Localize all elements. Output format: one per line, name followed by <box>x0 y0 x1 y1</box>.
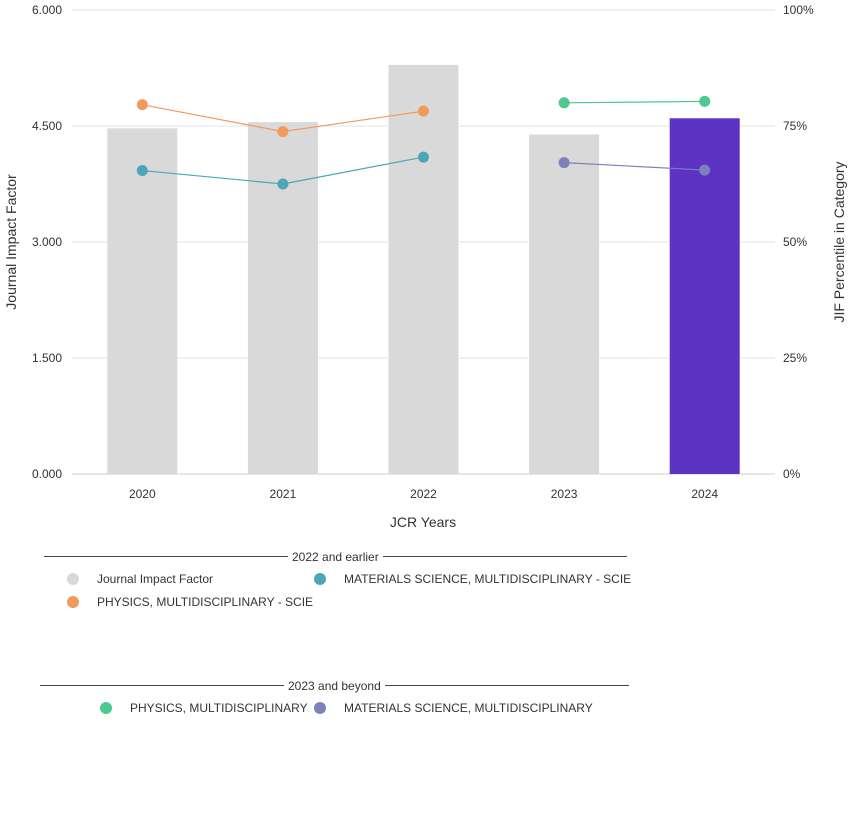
bar-2020[interactable] <box>107 128 178 474</box>
legend-header-2023-and-beyond: 2023 and beyond <box>40 678 629 693</box>
y-tick-label: 6.000 <box>32 3 62 17</box>
y2-axis-title: JIF Percentile in Category <box>831 161 847 322</box>
y-tick-label: 3.000 <box>32 235 62 249</box>
x-tick-label: 2023 <box>551 487 578 501</box>
x-tick-label: 2022 <box>410 487 437 501</box>
legend-dot-icon <box>100 702 112 714</box>
y-tick-label: 1.500 <box>32 351 62 365</box>
point-series-0-2020[interactable] <box>136 99 148 111</box>
legend-dot-icon <box>67 596 79 608</box>
point-series-3-2023[interactable] <box>558 157 570 169</box>
legend-label: Journal Impact Factor <box>97 572 214 586</box>
legend-header-2022-and-earlier: 2022 and earlier <box>44 549 627 564</box>
series-line-3 <box>564 162 705 171</box>
y2-tick-label: 75% <box>783 119 807 133</box>
point-series-1-2020[interactable] <box>136 165 148 177</box>
bar-2024[interactable] <box>669 118 740 475</box>
legend-dot-icon <box>314 702 326 714</box>
y-axis-title: Journal Impact Factor <box>3 174 19 310</box>
legend-dot-icon <box>314 573 326 585</box>
legend-group1-title: 2022 and earlier <box>292 549 379 564</box>
y2-tick-label: 100% <box>783 3 814 17</box>
point-series-0-2022[interactable] <box>418 105 429 117</box>
legend-item-physics-scie[interactable]: PHYSICS, MULTIDISCIPLINARY - SCIE <box>67 595 313 609</box>
point-series-1-2022[interactable] <box>418 151 429 163</box>
x-tick-label: 2021 <box>270 487 297 501</box>
y-tick-label: 0.000 <box>32 467 62 481</box>
bar-series <box>107 64 740 475</box>
point-series-0-2021[interactable] <box>277 126 289 138</box>
legend-label: PHYSICS, MULTIDISCIPLINARY - SCIE <box>97 595 314 609</box>
point-series-2-2023[interactable] <box>558 97 570 109</box>
series-line-2 <box>564 100 705 104</box>
jif-chart: 0.000 0% 1.500 25% 3.000 50% 4.500 75% 6.000 100%… <box>3 3 847 530</box>
x-tick-label: 2024 <box>691 487 718 501</box>
legend-group2-title: 2023 and beyond <box>288 678 381 693</box>
y2-tick-label: 25% <box>783 351 807 365</box>
line-series <box>136 95 711 190</box>
point-series-2-2024[interactable] <box>699 95 711 107</box>
legend-item-materials-science[interactable]: MATERIALS SCIENCE, MULTIDISCIPLINARY <box>314 701 593 715</box>
axis-ticks: 0.000 0% 1.500 25% 3.000 50% 4.500 75% 6.000 100%… <box>32 3 814 501</box>
bar-2022[interactable] <box>388 64 459 474</box>
bar-2021[interactable] <box>247 122 318 474</box>
y2-tick-label: 50% <box>783 235 807 249</box>
point-series-1-2021[interactable] <box>277 178 289 190</box>
legend-label: PHYSICS, MULTIDISCIPLINARY <box>130 701 308 715</box>
legend-item-jif[interactable]: Journal Impact Factor <box>67 572 213 586</box>
x-tick-label: 2020 <box>129 487 156 501</box>
legend-item-physics[interactable]: PHYSICS, MULTIDISCIPLINARY <box>100 701 308 715</box>
x-axis-title: JCR Years <box>390 514 456 530</box>
legend-label: MATERIALS SCIENCE, MULTIDISCIPLINARY - S… <box>344 572 632 586</box>
legend-dot-icon <box>67 573 79 585</box>
point-series-3-2024[interactable] <box>699 164 711 176</box>
legend-label: MATERIALS SCIENCE, MULTIDISCIPLINARY <box>344 701 593 715</box>
bar-2023[interactable] <box>529 134 600 475</box>
y2-tick-label: 0% <box>783 467 801 481</box>
y-tick-label: 4.500 <box>32 119 62 133</box>
legend-item-materials-science-scie[interactable]: MATERIALS SCIENCE, MULTIDISCIPLINARY - S… <box>314 572 631 586</box>
